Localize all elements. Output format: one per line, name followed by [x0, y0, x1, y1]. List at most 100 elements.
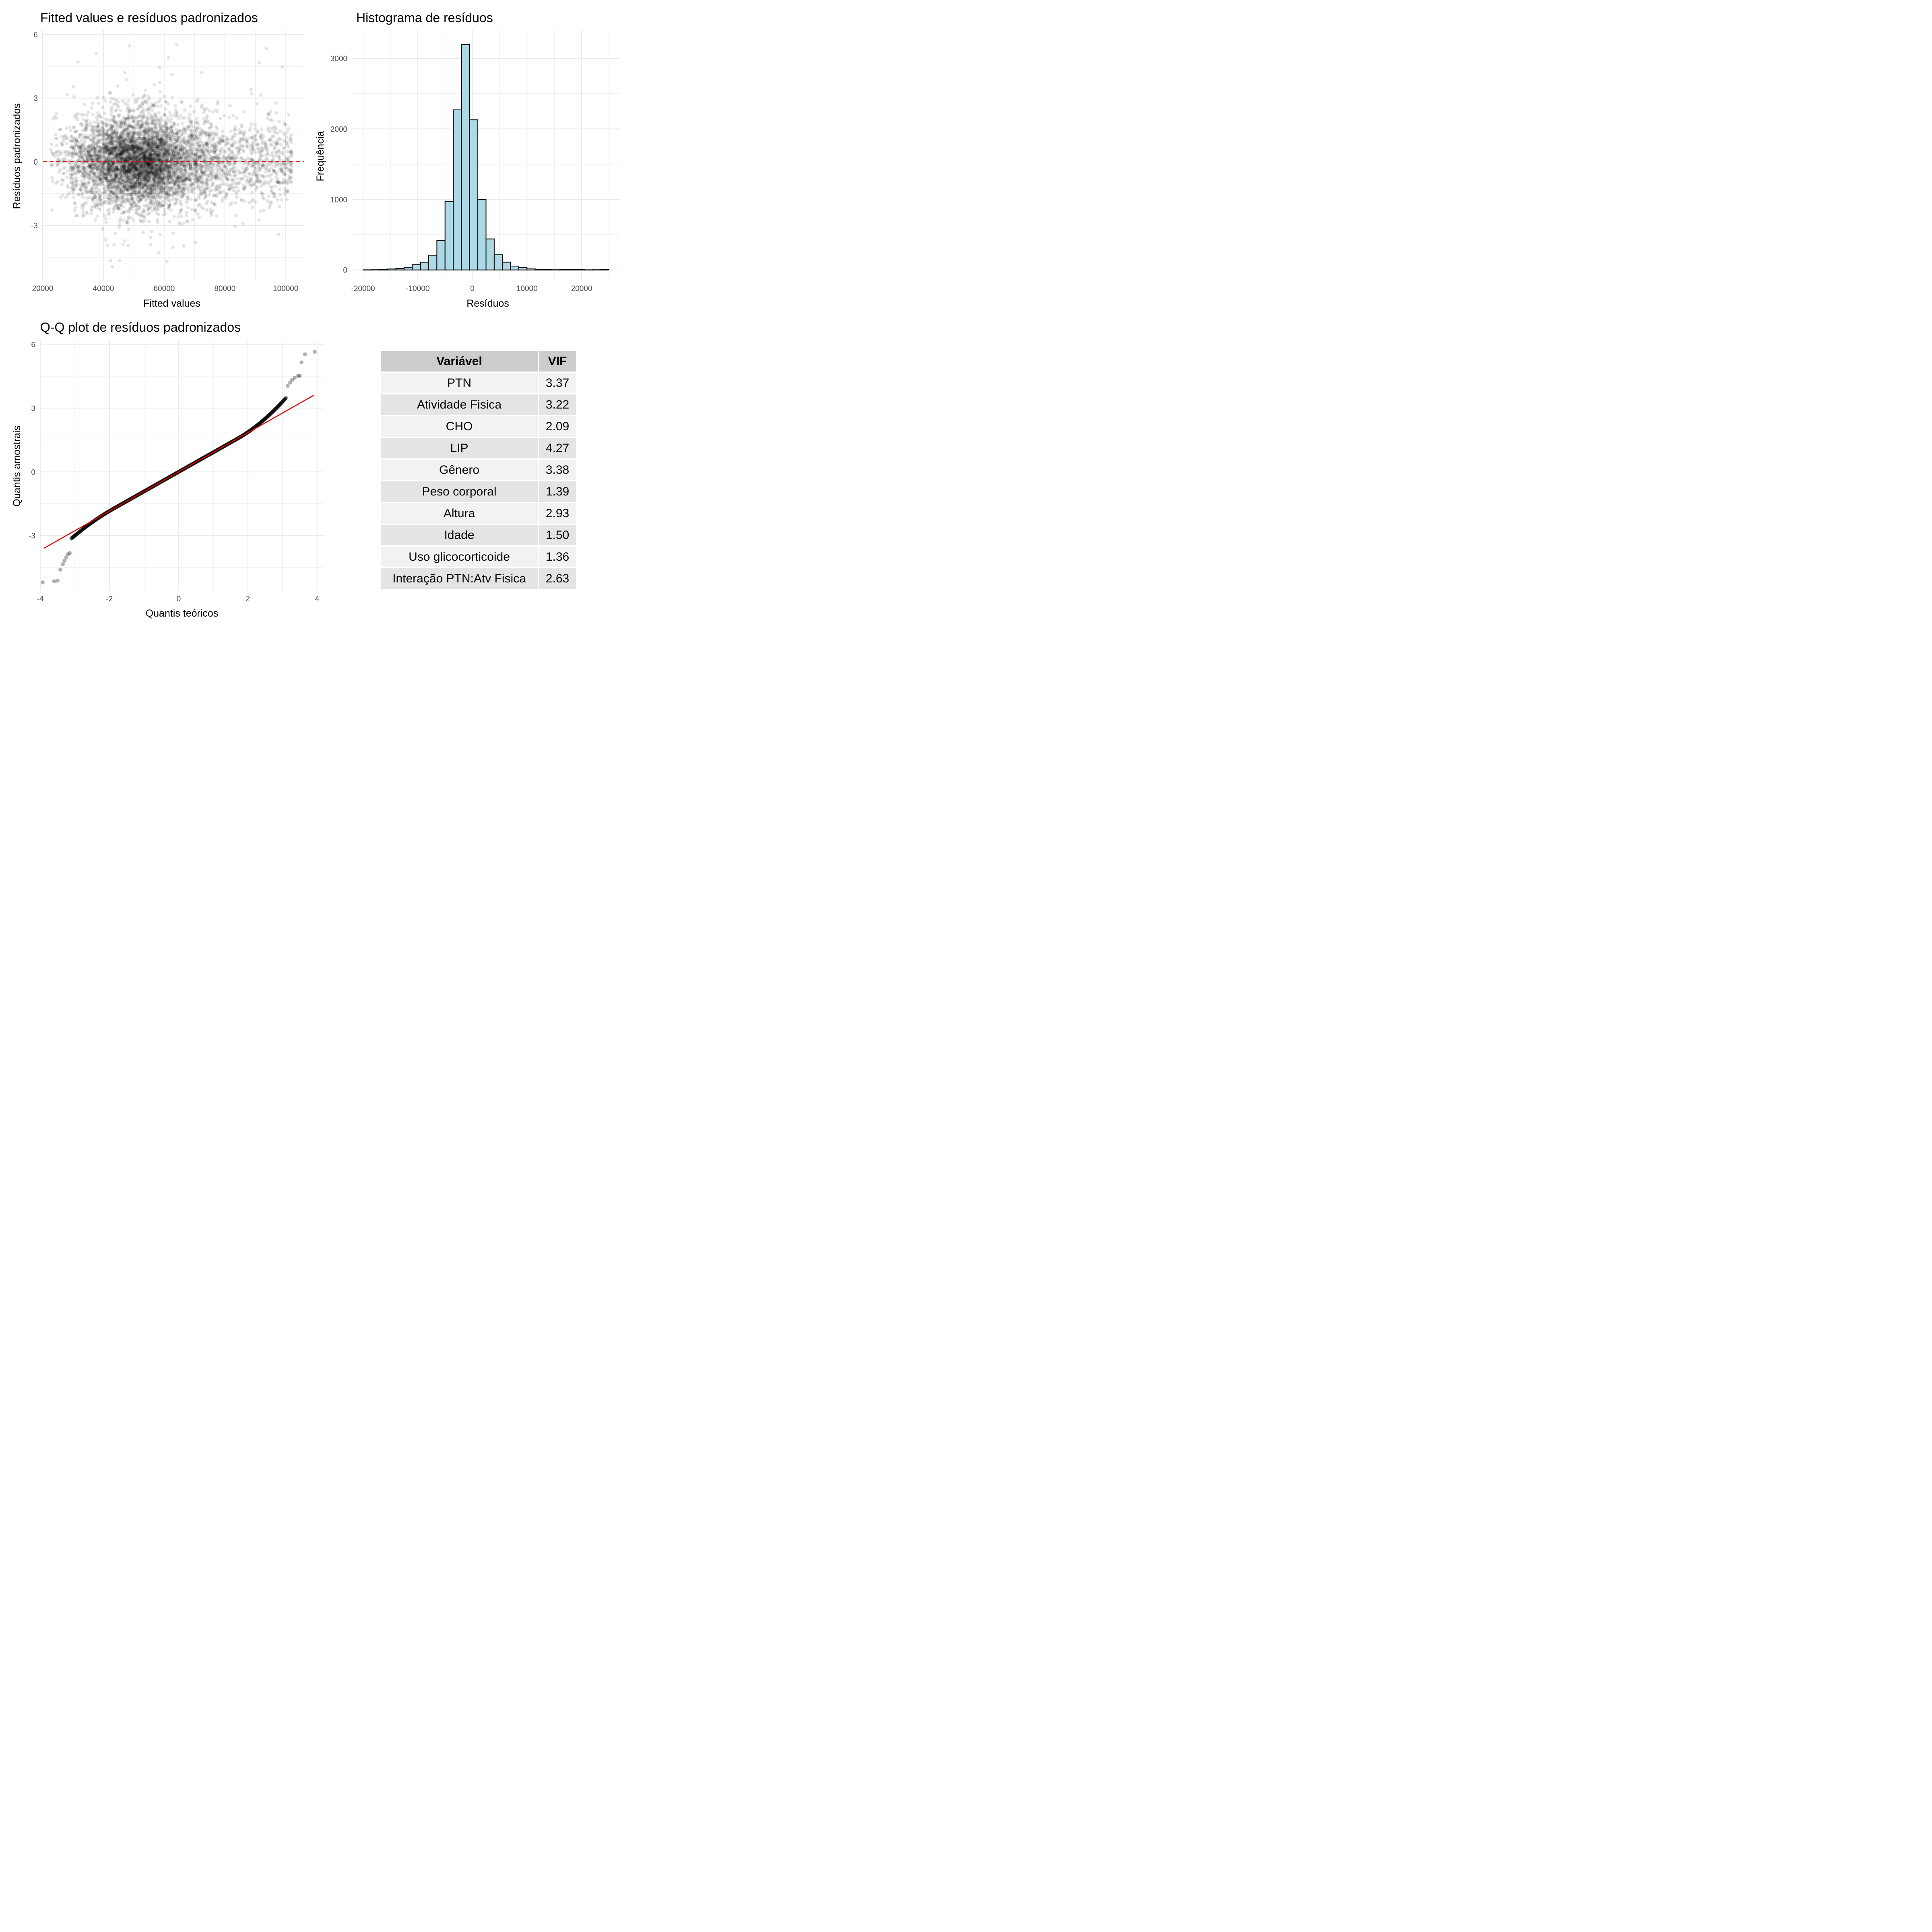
- scatter-point: [85, 196, 89, 200]
- scatter-point: [186, 206, 190, 209]
- scatter-point: [152, 83, 156, 87]
- scatter-point: [149, 175, 152, 179]
- scatter-point: [256, 178, 260, 182]
- scatter-point: [216, 164, 220, 168]
- scatter-point: [145, 166, 149, 170]
- scatter-point: [110, 166, 114, 170]
- scatter-point: [107, 213, 111, 216]
- scatter-point: [158, 80, 162, 85]
- scatter-point: [134, 153, 138, 157]
- scatter-point: [159, 139, 162, 143]
- scatter-point: [277, 205, 281, 208]
- scatter-point: [115, 108, 119, 112]
- scatter-point: [133, 202, 137, 206]
- scatter-point: [151, 142, 155, 146]
- scatter-point: [215, 214, 219, 218]
- scatter-point: [184, 146, 187, 150]
- scatter-point: [87, 180, 91, 184]
- scatter-point: [154, 151, 158, 155]
- scatter-point: [134, 167, 138, 171]
- scatter-point: [124, 78, 128, 82]
- scatter-point: [134, 163, 138, 167]
- scatter-point: [211, 110, 215, 114]
- scatter-point: [107, 165, 110, 169]
- scatter-point: [138, 191, 142, 195]
- scatter-point: [113, 176, 117, 180]
- scatter-point: [119, 157, 123, 161]
- scatter-point: [235, 185, 239, 189]
- scatter-point: [149, 186, 153, 189]
- scatter-point: [165, 156, 169, 160]
- scatter-point: [149, 162, 153, 166]
- scatter-point: [142, 162, 146, 166]
- scatter-point: [228, 169, 231, 173]
- scatter-point: [132, 154, 136, 158]
- scatter-point: [192, 138, 195, 142]
- scatter-point: [110, 191, 114, 194]
- scatter-point: [139, 147, 143, 151]
- scatter-point: [131, 137, 135, 141]
- scatter-point: [272, 130, 276, 133]
- scatter-point: [108, 150, 112, 154]
- scatter-point: [285, 197, 289, 201]
- scatter-point: [124, 149, 128, 153]
- scatter-point: [114, 174, 118, 178]
- scatter-point: [81, 207, 85, 211]
- scatter-point: [113, 175, 117, 179]
- scatter-point: [103, 195, 107, 199]
- scatter-point: [173, 142, 176, 146]
- scatter-point: [157, 158, 161, 161]
- scatter-point: [232, 141, 236, 145]
- scatter-point: [127, 151, 131, 155]
- scatter-point: [125, 158, 128, 162]
- scatter-point: [94, 162, 98, 166]
- scatter-point: [166, 169, 170, 173]
- scatter-point: [126, 181, 130, 185]
- scatter-point: [239, 131, 243, 134]
- scatter-point: [52, 154, 56, 158]
- scatter-point: [126, 244, 130, 248]
- scatter-point: [147, 158, 151, 162]
- scatter-point: [121, 164, 125, 168]
- scatter-point: [156, 220, 159, 224]
- scatter-point: [235, 116, 239, 120]
- scatter-point: [266, 128, 270, 132]
- scatter-point: [179, 157, 183, 161]
- scatter-point: [52, 117, 55, 121]
- scatter-point: [108, 138, 112, 142]
- scatter-point: [150, 146, 153, 150]
- scatter-point: [126, 167, 129, 171]
- scatter-point: [145, 170, 149, 174]
- scatter-point: [254, 188, 258, 192]
- scatter-point: [54, 116, 58, 120]
- scatter-point: [54, 181, 58, 185]
- scatter-point: [258, 136, 262, 140]
- scatter-point: [207, 136, 211, 140]
- scatter-point: [289, 140, 293, 144]
- scatter-point: [146, 121, 150, 124]
- scatter-point: [155, 171, 159, 175]
- scatter-point: [121, 205, 125, 209]
- scatter-point: [72, 196, 76, 199]
- scatter-point: [149, 205, 152, 209]
- scatter-point: [285, 182, 289, 185]
- scatter-point: [160, 141, 164, 145]
- scatter-point: [207, 157, 211, 161]
- scatter-point: [155, 169, 159, 173]
- scatter-point: [157, 213, 161, 217]
- scatter-point: [237, 128, 241, 132]
- scatter-point: [239, 156, 243, 160]
- scatter-point: [122, 186, 126, 190]
- scatter-point: [183, 140, 187, 144]
- scatter-point: [147, 162, 151, 165]
- scatter-point: [136, 172, 140, 176]
- scatter-point: [158, 166, 162, 170]
- scatter-point: [211, 181, 215, 184]
- scatter-point: [145, 183, 149, 187]
- scatter-point: [126, 188, 130, 192]
- scatter-point: [109, 108, 113, 111]
- scatter-point: [95, 121, 99, 125]
- scatter-point: [283, 123, 287, 126]
- scatter-point: [132, 109, 136, 113]
- scatter-point: [82, 167, 86, 171]
